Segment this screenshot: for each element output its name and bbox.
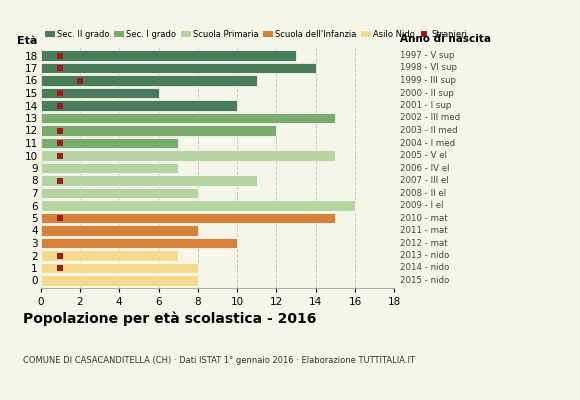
- Bar: [41, 63, 316, 73]
- Text: 2013 - nido: 2013 - nido: [400, 251, 450, 260]
- Bar: [41, 75, 257, 86]
- Bar: [41, 238, 237, 248]
- Bar: [41, 175, 257, 186]
- Bar: [41, 213, 335, 223]
- Bar: [41, 113, 335, 123]
- Text: 2000 - II sup: 2000 - II sup: [400, 88, 454, 98]
- Bar: [41, 225, 198, 236]
- Text: 1998 - VI sup: 1998 - VI sup: [400, 64, 457, 72]
- Text: 2015 - nido: 2015 - nido: [400, 276, 450, 285]
- Text: 1997 - V sup: 1997 - V sup: [400, 51, 455, 60]
- Bar: [41, 100, 237, 111]
- Bar: [41, 200, 355, 211]
- Text: Età: Età: [17, 36, 37, 46]
- Bar: [41, 263, 198, 273]
- Text: 2010 - mat: 2010 - mat: [400, 214, 448, 222]
- Bar: [41, 250, 178, 261]
- Text: 2002 - III med: 2002 - III med: [400, 114, 461, 122]
- Text: 1999 - III sup: 1999 - III sup: [400, 76, 456, 85]
- Text: 2014 - nido: 2014 - nido: [400, 264, 450, 272]
- Bar: [41, 138, 178, 148]
- Text: Popolazione per età scolastica - 2016: Popolazione per età scolastica - 2016: [23, 312, 317, 326]
- Text: 2003 - II med: 2003 - II med: [400, 126, 458, 135]
- Text: 2011 - mat: 2011 - mat: [400, 226, 448, 235]
- Text: 2006 - IV el: 2006 - IV el: [400, 164, 450, 172]
- Text: 2005 - V el: 2005 - V el: [400, 151, 447, 160]
- Text: 2008 - II el: 2008 - II el: [400, 188, 447, 198]
- Bar: [41, 275, 198, 286]
- Bar: [41, 88, 158, 98]
- Legend: Sec. II grado, Sec. I grado, Scuola Primaria, Scuola dell'Infanzia, Asilo Nido, : Sec. II grado, Sec. I grado, Scuola Prim…: [45, 30, 468, 39]
- Text: Anno di nascita: Anno di nascita: [400, 34, 491, 44]
- Text: 2004 - I med: 2004 - I med: [400, 138, 455, 148]
- Text: 2012 - mat: 2012 - mat: [400, 238, 448, 248]
- Bar: [41, 50, 296, 61]
- Bar: [41, 188, 198, 198]
- Bar: [41, 125, 277, 136]
- Text: 2009 - I el: 2009 - I el: [400, 201, 444, 210]
- Bar: [41, 150, 335, 161]
- Text: 2007 - III el: 2007 - III el: [400, 176, 449, 185]
- Bar: [41, 163, 178, 173]
- Text: 2001 - I sup: 2001 - I sup: [400, 101, 452, 110]
- Text: COMUNE DI CASACANDITELLA (CH) · Dati ISTAT 1° gennaio 2016 · Elaborazione TUTTIT: COMUNE DI CASACANDITELLA (CH) · Dati IST…: [23, 356, 415, 365]
